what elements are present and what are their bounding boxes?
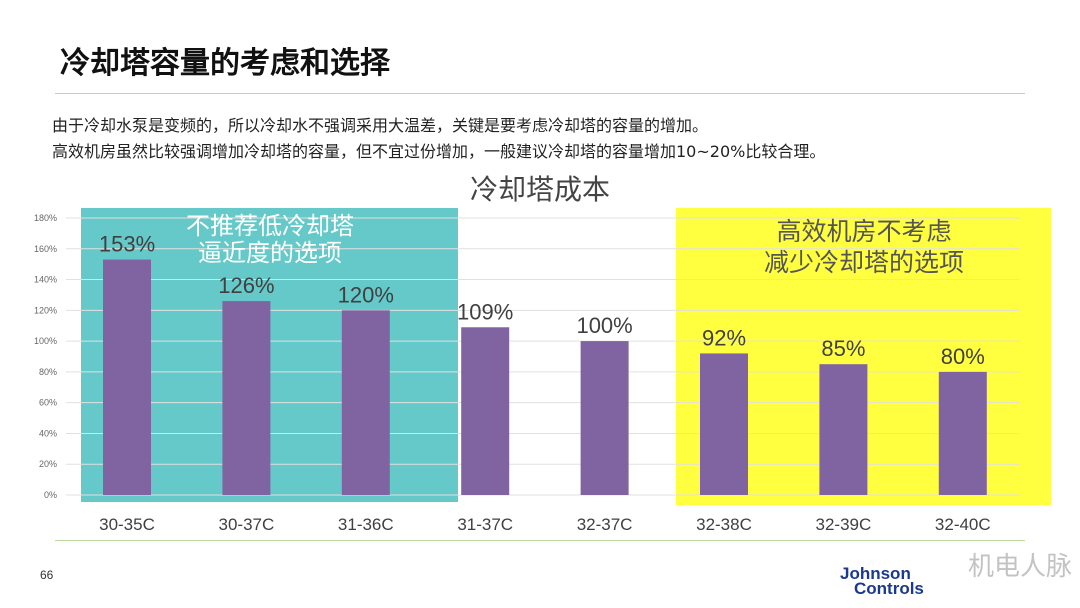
annotation-text: 减少冷却塔的选项: [764, 248, 964, 277]
divider: [55, 93, 1025, 94]
bar: [461, 327, 510, 495]
x-tick-label: 32-40C: [935, 515, 991, 534]
annotation-text: 不推荐低冷却塔: [186, 212, 354, 240]
y-tick-label: 100%: [34, 336, 57, 346]
watermark: 机电人脉: [968, 552, 1073, 582]
bar: [222, 301, 271, 495]
x-tick-label: 32-39C: [816, 515, 872, 534]
y-tick-label: 180%: [34, 213, 57, 223]
data-label: 109%: [457, 299, 513, 324]
x-tick-label: 30-35C: [99, 515, 155, 534]
x-tick-label: 31-36C: [338, 515, 394, 534]
logo-line-2: Controls: [854, 579, 924, 598]
data-label: 92%: [702, 325, 746, 350]
x-tick-label: 32-38C: [696, 515, 752, 534]
data-label: 100%: [576, 313, 632, 338]
data-label: 85%: [821, 336, 865, 361]
divider-bottom: [55, 540, 1025, 541]
data-label: 80%: [941, 344, 985, 369]
y-tick-label: 80%: [39, 367, 57, 377]
bar: [819, 364, 868, 495]
page-number: 66: [40, 568, 54, 582]
logo-line-1: Johnson: [840, 564, 911, 583]
bar: [103, 259, 151, 495]
slide-title: 冷却塔容量的考虑和选择: [60, 46, 390, 81]
annotation-text: 逼近度的选项: [198, 239, 342, 267]
y-tick-label: 20%: [39, 459, 57, 469]
johnson-controls-logo: Johnson Controls: [840, 564, 924, 598]
chart-title: 冷却塔成本: [469, 173, 610, 206]
data-label: 120%: [338, 282, 394, 307]
bar: [341, 310, 390, 495]
paragraph-line-2: 高效机房虽然比较强调增加冷却塔的容量，但不宜过份增加，一般建议冷却塔的容量增加1…: [52, 142, 826, 161]
y-tick-label: 60%: [39, 398, 57, 408]
bar: [938, 371, 987, 495]
data-label: 126%: [218, 273, 274, 298]
paragraph-line-1: 由于冷却水泵是变频的，所以冷却水不强调采用大温差，关键是要考虑冷却塔的容量的增加…: [52, 116, 709, 135]
x-tick-label: 32-37C: [577, 515, 633, 534]
annotation-text: 高效机房不考虑: [776, 217, 951, 246]
bar: [700, 353, 748, 495]
data-label: 153%: [99, 232, 155, 257]
y-tick-label: 120%: [34, 305, 57, 315]
y-tick-label: 0%: [44, 490, 57, 500]
y-tick-label: 40%: [39, 428, 57, 438]
y-tick-label: 140%: [34, 275, 57, 285]
bar: [580, 341, 629, 495]
y-tick-label: 160%: [34, 244, 57, 254]
x-tick-label: 31-37C: [457, 515, 513, 534]
x-tick-label: 30-37C: [219, 515, 275, 534]
